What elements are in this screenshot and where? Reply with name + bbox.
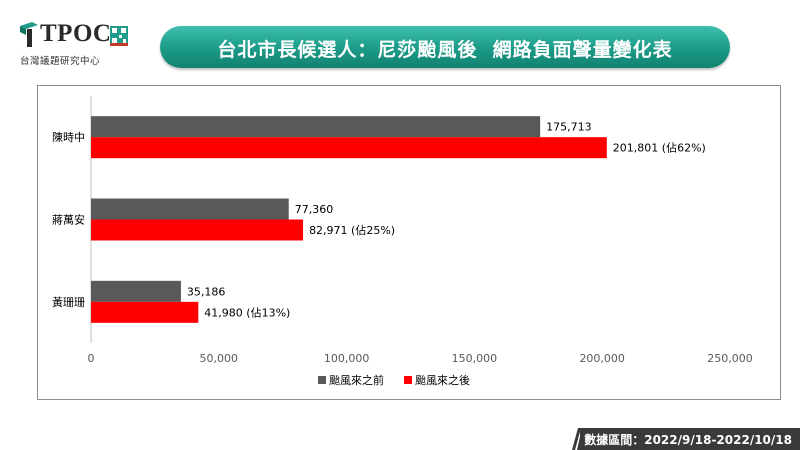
data-label: 201,801 (佔62%) [613, 141, 706, 155]
tpoc-logo: TPOC 台灣議題研究中心 [18, 18, 138, 68]
data-label: 82,971 (佔25%) [309, 223, 395, 237]
legend-label: 颱風來之後 [415, 373, 470, 387]
logo-mark-icon [20, 22, 38, 47]
data-label: 77,360 [295, 203, 334, 216]
bar-before [91, 116, 541, 138]
category-label: 陳時中 [52, 131, 85, 144]
bar-before [91, 198, 289, 220]
chart-frame: 陳時中 175,713 201,801 (佔62%) 蔣萬安 77,360 82,971 … [37, 85, 781, 400]
legend-swatch [404, 376, 412, 384]
legend-swatch [318, 376, 326, 384]
bar-after [91, 137, 607, 159]
bar-after [91, 219, 304, 241]
x-tick-label: 200,000 [579, 352, 625, 365]
x-tick-label: 150,000 [452, 352, 498, 365]
qr-code-icon [110, 26, 128, 46]
logo-name: TPOC [40, 20, 112, 47]
logo-subtitle: 台灣議題研究中心 [20, 56, 101, 67]
bar-chart: 陳時中 175,713 201,801 (佔62%) 蔣萬安 77,360 82,971 … [52, 96, 753, 387]
x-tick-label: 100,000 [324, 352, 370, 365]
chart-title: 台北市長候選人：尼莎颱風後 網路負面聲量變化表 [217, 39, 673, 61]
category-label: 蔣萬安 [52, 213, 85, 227]
x-tick-label: 50,000 [200, 352, 239, 365]
x-tick-label: 250,000 [707, 352, 753, 365]
date-range: 數據區間：2022/9/18-2022/10/18 [584, 433, 792, 447]
category-label: 黃珊珊 [52, 296, 85, 309]
footer-bar: 數據區間：2022/9/18-2022/10/18 [580, 428, 800, 450]
title-banner: 台北市長候選人：尼莎颱風後 網路負面聲量變化表 [160, 26, 730, 68]
legend-label: 颱風來之前 [329, 373, 384, 387]
data-label: 41,980 (佔13%) [204, 305, 290, 319]
data-label: 175,713 [546, 121, 592, 134]
data-label: 35,186 [187, 285, 226, 298]
bar-before [91, 280, 181, 302]
x-tick-label: 0 [88, 352, 95, 365]
bar-after [91, 301, 199, 323]
